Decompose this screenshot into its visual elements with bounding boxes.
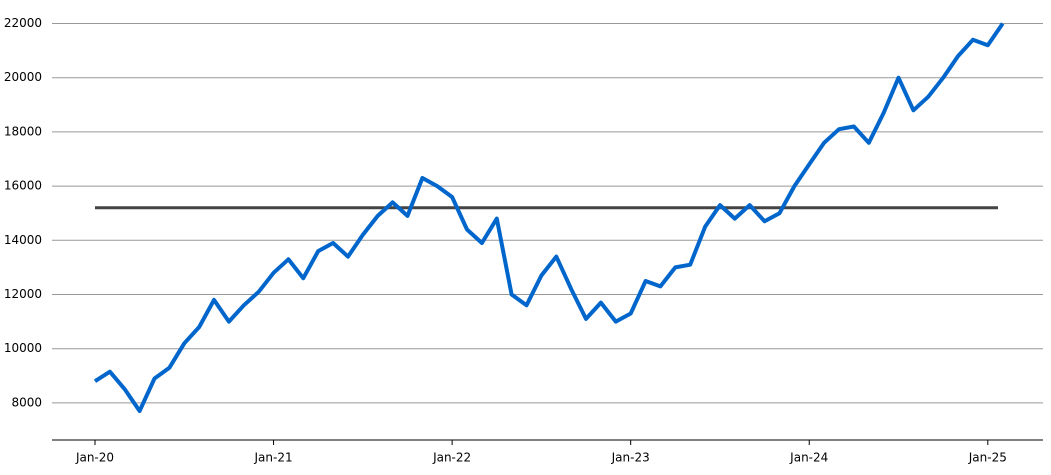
data-line [93, 22, 1005, 413]
x-tick-label: Jan-20 [75, 451, 114, 465]
x-tick-label: Jan-24 [789, 451, 828, 465]
y-tick-label: 20000 [4, 70, 42, 84]
y-tick-label: 8000 [11, 395, 42, 409]
x-tick-label: Jan-22 [432, 451, 471, 465]
y-tick-label: 10000 [4, 341, 42, 355]
y-tick-label: 18000 [4, 124, 42, 138]
x-tick-label: Jan-25 [968, 451, 1007, 465]
x-tick-label: Jan-23 [611, 451, 650, 465]
x-tick-label: Jan-21 [254, 451, 293, 465]
y-tick-label: 14000 [4, 233, 42, 247]
y-tick-label: 16000 [4, 179, 42, 193]
y-tick-label: 12000 [4, 287, 42, 301]
y-tick-label: 22000 [4, 16, 42, 30]
